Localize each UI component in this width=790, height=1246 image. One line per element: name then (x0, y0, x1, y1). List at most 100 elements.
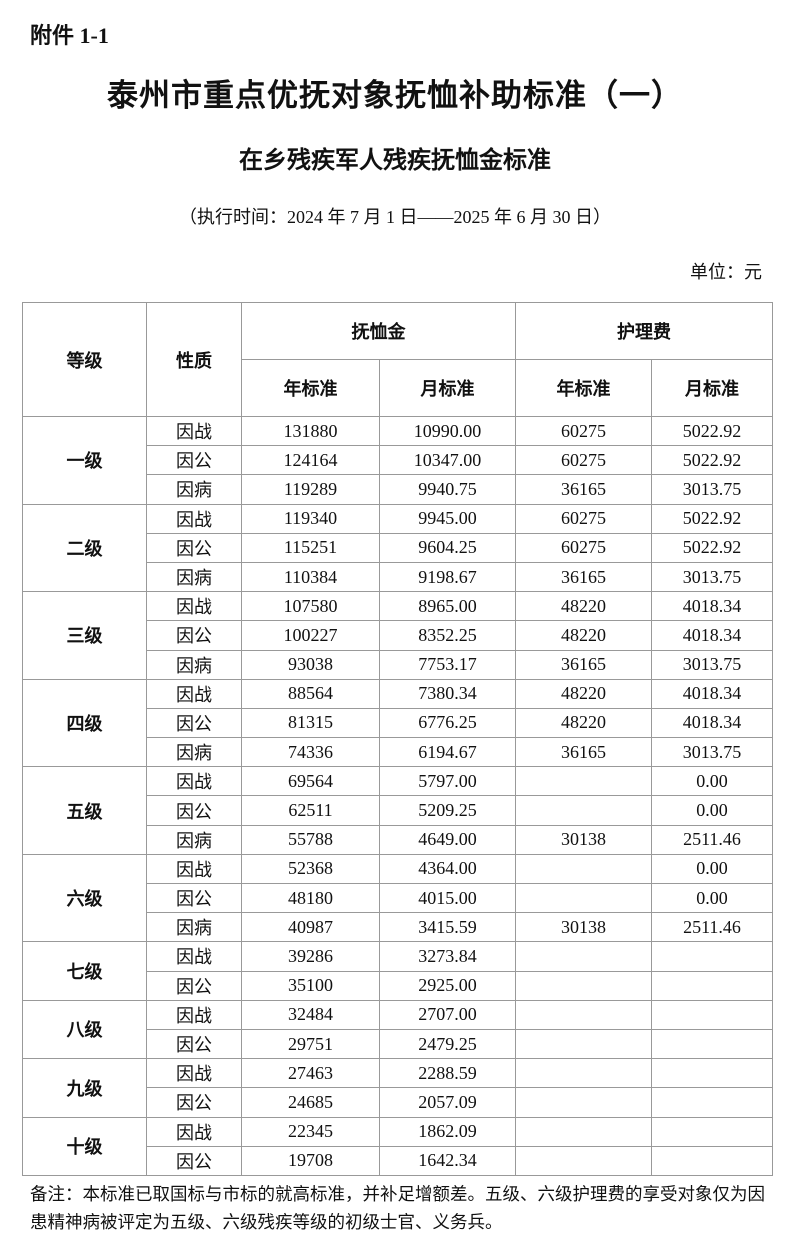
nursing-month-cell (651, 970, 773, 1001)
pension-month-cell: 4015.00 (379, 882, 516, 914)
pension-month-cell: 6194.67 (379, 737, 516, 768)
table-row: 因病 110384 9198.67 36165 3013.75 (23, 561, 773, 593)
nursing-year-cell: 30138 (515, 912, 652, 943)
grade-cell: 三级 (22, 591, 147, 680)
pension-month-cell: 1642.34 (379, 1145, 516, 1176)
nursing-month-cell: 0.00 (651, 853, 773, 885)
nursing-year-cell (515, 795, 652, 826)
pension-year-cell: 27463 (241, 1058, 380, 1089)
nursing-year-cell (515, 970, 652, 1001)
table-row: 因病 119289 9940.75 36165 3013.75 (23, 474, 773, 505)
pension-year-cell: 107580 (241, 591, 380, 622)
nursing-month-cell (651, 1058, 773, 1089)
pension-month-cell: 3273.84 (379, 941, 516, 972)
nature-cell: 因公 (146, 1087, 242, 1118)
nature-cell: 因病 (146, 824, 242, 855)
pension-month-cell: 2707.00 (379, 999, 516, 1030)
nursing-month-cell (651, 1028, 773, 1060)
pension-month-cell: 1862.09 (379, 1116, 516, 1147)
header-nursing-year: 年标准 (515, 359, 652, 417)
table-row: 四级 因战 88564 7380.34 48220 4018.34 (22, 678, 773, 768)
pension-year-cell: 32484 (241, 999, 380, 1030)
header-nursing-month: 月标准 (651, 359, 773, 417)
grade-cell: 八级 (22, 999, 147, 1060)
nursing-month-cell: 0.00 (651, 766, 773, 797)
header-pension-month: 月标准 (379, 359, 516, 417)
nursing-month-cell: 5022.92 (651, 445, 773, 476)
nursing-month-cell (651, 1087, 773, 1118)
nursing-year-cell (515, 853, 652, 885)
grade-cell: 十级 (22, 1116, 147, 1176)
nature-cell: 因战 (146, 766, 242, 797)
pension-month-cell: 10347.00 (379, 445, 516, 476)
grade-cell: 七级 (22, 941, 147, 1001)
attachment-label: 附件 1-1 (30, 23, 109, 48)
pension-year-cell: 100227 (241, 620, 380, 651)
nature-cell: 因战 (146, 1058, 242, 1089)
table-row: 五级 因战 69564 5797.00 0.00 (22, 766, 773, 855)
nursing-month-cell: 5022.92 (651, 415, 773, 447)
nursing-month-cell: 2511.46 (651, 824, 773, 855)
nursing-month-cell: 3013.75 (651, 649, 773, 680)
pension-month-cell: 9604.25 (379, 532, 516, 563)
document-subtitle: 在乡残疾军人残疾抚恤金标准 (239, 148, 551, 174)
nursing-month-cell: 4018.34 (651, 678, 773, 709)
nature-cell: 因公 (146, 795, 242, 826)
nursing-year-cell: 36165 (515, 474, 652, 505)
pension-month-cell: 2479.25 (379, 1028, 516, 1060)
nursing-month-cell (651, 1116, 773, 1147)
table-row: 因公 48180 4015.00 0.00 (23, 882, 773, 914)
pension-year-cell: 40987 (241, 912, 380, 943)
nursing-year-cell: 60275 (515, 532, 652, 563)
pension-standard-table: 等级 性质 抚恤金 护理费 年标准 月标准 年标准 月标准 一级 因战 131880… (22, 302, 773, 1176)
pension-month-cell: 9198.67 (379, 561, 516, 593)
nursing-month-cell: 0.00 (651, 882, 773, 914)
table-row: 因公 62511 5209.25 0.00 (23, 795, 773, 826)
nature-cell: 因病 (146, 649, 242, 680)
nature-cell: 因战 (146, 1116, 242, 1147)
pension-month-cell: 7753.17 (379, 649, 516, 680)
table-row: 二级 因战 119340 9945.00 60275 5022.92 (22, 503, 773, 593)
pension-year-cell: 110384 (241, 561, 380, 593)
execution-period: （执行时间：2024 年 7 月 1 日——2025 年 6 月 30 日） (179, 207, 611, 227)
pension-month-cell: 2057.09 (379, 1087, 516, 1118)
table-row: 因病 55788 4649.00 30138 2511.46 (23, 824, 773, 855)
nature-cell: 因病 (146, 474, 242, 505)
pension-year-cell: 119289 (241, 474, 380, 505)
pension-month-cell: 9945.00 (379, 503, 516, 534)
table-row: 一级 因战 131880 10990.00 60275 5022.92 (22, 415, 773, 505)
nature-cell: 因病 (146, 561, 242, 593)
pension-month-cell: 6776.25 (379, 707, 516, 739)
pension-month-cell: 2925.00 (379, 970, 516, 1001)
nature-cell: 因公 (146, 445, 242, 476)
pension-year-cell: 22345 (241, 1116, 380, 1147)
header-pension-year: 年标准 (241, 359, 380, 417)
grade-cell: 二级 (22, 503, 147, 593)
nursing-year-cell: 36165 (515, 737, 652, 768)
nursing-year-cell (515, 882, 652, 914)
nursing-year-cell: 48220 (515, 707, 652, 739)
header-pension: 抚恤金 (241, 302, 516, 360)
nursing-month-cell: 4018.34 (651, 707, 773, 739)
nature-cell: 因公 (146, 532, 242, 563)
nursing-month-cell (651, 999, 773, 1030)
pension-month-cell: 7380.34 (379, 678, 516, 709)
header-nature: 性质 (146, 302, 242, 417)
table-row: 七级 因战 39286 3273.84 (22, 941, 773, 1001)
nature-cell: 因病 (146, 912, 242, 943)
pension-year-cell: 131880 (241, 415, 380, 447)
table-row: 因病 93038 7753.17 36165 3013.75 (23, 649, 773, 680)
nature-cell: 因战 (146, 591, 242, 622)
pension-year-cell: 19708 (241, 1145, 380, 1176)
nursing-year-cell: 60275 (515, 445, 652, 476)
nature-cell: 因战 (146, 503, 242, 534)
nature-cell: 因战 (146, 941, 242, 972)
pension-year-cell: 69564 (241, 766, 380, 797)
nursing-year-cell (515, 1116, 652, 1147)
nursing-month-cell: 2511.46 (651, 912, 773, 943)
table-row: 因公 124164 10347.00 60275 5022.92 (23, 445, 773, 476)
nature-cell: 因战 (146, 853, 242, 885)
pension-year-cell: 81315 (241, 707, 380, 739)
header-grade: 等级 (22, 302, 147, 417)
nursing-month-cell: 4018.34 (651, 620, 773, 651)
